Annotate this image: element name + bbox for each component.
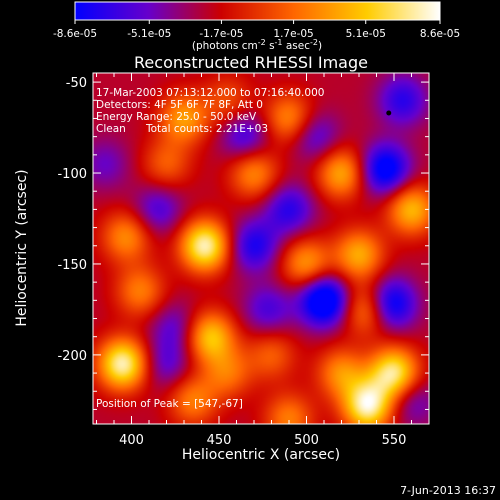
heatmap-image — [93, 73, 429, 424]
x-tick-label: 450 — [207, 433, 232, 448]
colorbar-tick-label: 1.7e-05 — [273, 28, 313, 40]
x-axis-ticks: 400 450 500 550 — [96, 73, 430, 448]
colorbar-tick-label: -8.6e-05 — [53, 28, 97, 40]
annotation-method: Clean — [96, 123, 126, 135]
colorbar-unit-label: (photons cm-2 s-1 asec-2) — [192, 38, 322, 52]
annotation-time-range: 17-Mar-2003 07:13:12.000 to 07:16:40.000 — [96, 87, 324, 99]
colorbar-ticks: -8.6e-05 -5.1e-05 -1.7e-05 1.7e-05 5.1e-05 8.… — [53, 20, 460, 40]
y-tick-label: -100 — [57, 167, 87, 182]
y-axis-title: Heliocentric Y (arcsec) — [14, 169, 30, 326]
annotation-peak-position: Position of Peak = [547,-67] — [96, 398, 243, 410]
colorbar-tick-label: -5.1e-05 — [127, 28, 171, 40]
plot-area: 400 450 500 550 -200 -150 -100 -50 — [57, 72, 430, 448]
x-tick-label: 400 — [119, 433, 144, 448]
y-axis-ticks: -200 -150 -100 -50 — [57, 76, 429, 410]
colorbar-tick-label: -1.7e-05 — [199, 28, 243, 40]
y-tick-label: -150 — [57, 258, 87, 273]
annotation-total-counts: Total counts: 2.21E+03 — [145, 123, 268, 135]
x-tick-label: 500 — [294, 433, 319, 448]
colorbar-tick-label: 5.1e-05 — [346, 28, 386, 40]
date-stamp: 7-Jun-2013 16:37 — [400, 484, 496, 497]
plot-frame — [92, 72, 430, 425]
annotation-detectors: Detectors: 4F 5F 6F 7F 8F, Att 0 — [96, 99, 263, 111]
colorbar: -8.6e-05 -5.1e-05 -1.7e-05 1.7e-05 5.1e-05 8.… — [53, 1, 460, 52]
x-axis-title: Heliocentric X (arcsec) — [182, 447, 340, 463]
chart-title: Reconstructed RHESSI Image — [134, 53, 368, 72]
x-tick-label: 550 — [382, 433, 407, 448]
peak-marker — [386, 110, 392, 116]
annotation-energy-range: Energy Range: 25.0 - 50.0 keV — [96, 111, 257, 123]
annotations: 17-Mar-2003 07:13:12.000 to 07:16:40.000… — [96, 87, 324, 410]
colorbar-tick-label: 8.6e-05 — [420, 28, 460, 40]
y-tick-label: -50 — [66, 76, 87, 91]
colorbar-strip — [74, 1, 441, 21]
y-tick-label: -200 — [57, 349, 87, 364]
